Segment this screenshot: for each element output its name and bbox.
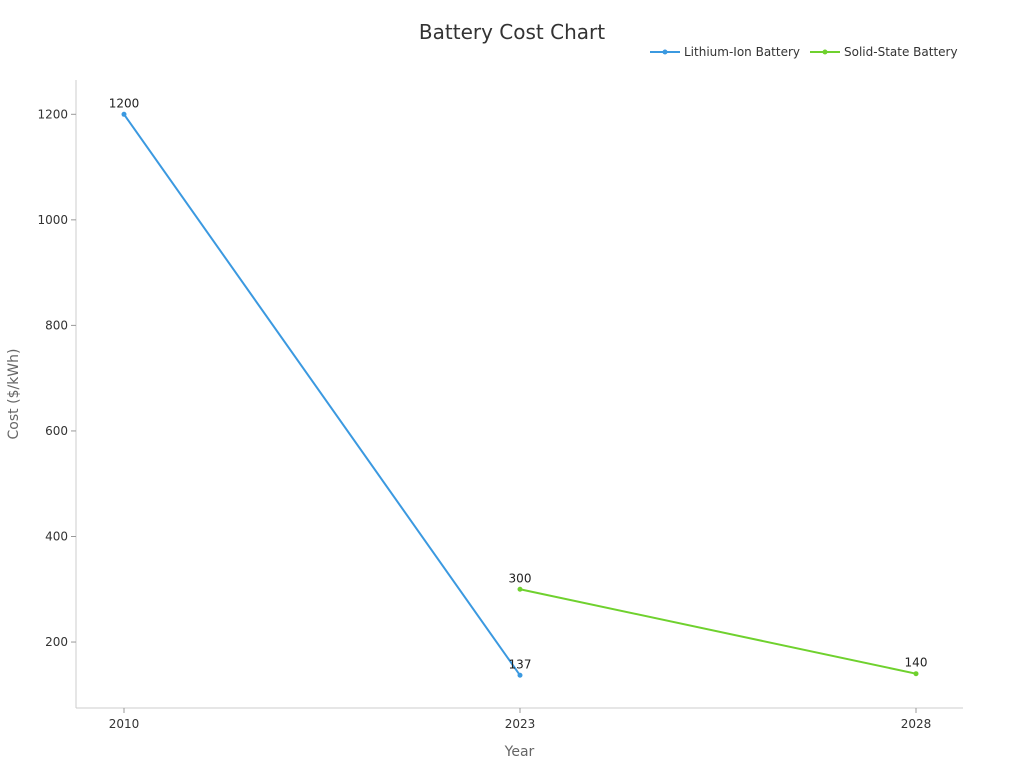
legend-swatch-lithium-ion: [650, 49, 680, 55]
x-tick-label: 2028: [901, 717, 932, 731]
data-label: 137: [509, 657, 532, 671]
data-label: 300: [509, 571, 532, 585]
data-point[interactable]: [121, 111, 127, 117]
axes: 200 400 600 800 1000 1200 2010 2023 2028 Year Cost…: [6, 80, 963, 760]
data-label: 1200: [109, 96, 140, 110]
data-label: 140: [905, 656, 928, 670]
data-point[interactable]: [517, 672, 523, 678]
y-tick-label: 200: [45, 635, 68, 649]
data-point[interactable]: [517, 586, 523, 592]
y-tick-label: 1200: [37, 107, 68, 121]
x-tick-label: 2010: [109, 717, 140, 731]
labels-layer: 1200 137 300 140: [109, 96, 928, 671]
legend-label-lithium-ion: Lithium-Ion Battery: [684, 45, 801, 59]
data-point[interactable]: [913, 671, 919, 677]
series-line-1: [519, 588, 917, 675]
legend-swatch-solid-state: [810, 49, 841, 55]
y-tick-label: 1000: [37, 213, 68, 227]
y-tick-label: 600: [45, 424, 68, 438]
legend-item-solid-state[interactable]: Solid-State Battery: [810, 45, 958, 59]
y-axis-title: Cost ($/kWh): [6, 349, 22, 440]
chart-title: Battery Cost Chart: [418, 20, 606, 44]
x-tick-label: 2023: [505, 717, 536, 731]
series-line-0: [123, 113, 521, 676]
x-axis-title: Year: [504, 744, 535, 760]
chart-legend: Lithium-Ion Battery Solid-State Battery: [650, 45, 968, 59]
y-tick-label: 800: [45, 318, 68, 332]
legend-label-solid-state: Solid-State Battery: [844, 45, 958, 59]
y-tick-label: 400: [45, 529, 68, 543]
legend-item-lithium-ion[interactable]: Lithium-Ion Battery: [650, 45, 800, 59]
series-layer: [121, 111, 919, 678]
